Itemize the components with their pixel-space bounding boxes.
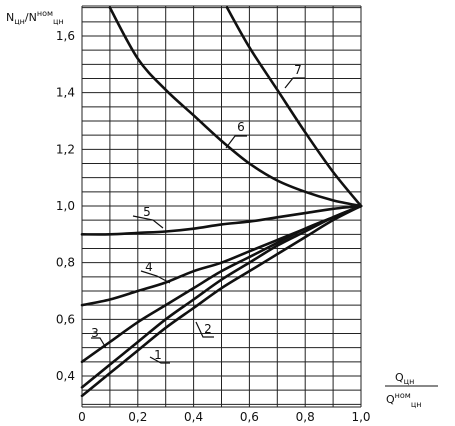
curve-4 xyxy=(80,204,363,307)
grid xyxy=(81,5,362,408)
curve-7-leader xyxy=(284,77,305,89)
curve-5-leader xyxy=(132,215,164,229)
curve-1-leader xyxy=(149,356,170,364)
tick-labels: 0 0,2 0,4 0,6 0,8 1,0 0,4 0,6 0,8 1,0 1,2 1,4 1,6 xyxy=(56,29,371,424)
y-tick-label: 1,2 xyxy=(56,142,75,156)
curve-7 xyxy=(225,6,363,208)
y-axis-title: Nцн/Nномцн xyxy=(6,9,64,26)
y-tick-label: 1,0 xyxy=(56,199,75,213)
curve-4-label: 4 xyxy=(145,260,153,274)
curve-5 xyxy=(80,204,363,236)
y-tick-label: 0,8 xyxy=(56,256,75,270)
y-tick-label: 0,6 xyxy=(56,312,75,326)
y-tick-label: 1,4 xyxy=(56,86,75,100)
curve-label-leaders xyxy=(91,77,305,364)
x-tick-label: 0,6 xyxy=(240,410,259,424)
curve-labels: 1 2 3 4 5 6 7 xyxy=(91,63,302,362)
x-tick-label: 1,0 xyxy=(351,410,370,424)
curve-7-label: 7 xyxy=(294,63,302,77)
curve-1-label: 1 xyxy=(154,348,162,362)
curve-6 xyxy=(108,6,363,208)
curves xyxy=(80,6,363,398)
x-tick-label: 0 xyxy=(78,410,86,424)
curve-6-leader xyxy=(225,135,247,149)
curve-2 xyxy=(80,204,363,389)
svg-text:Qномцн: Qномцн xyxy=(386,391,422,409)
x-tick-label: 0,2 xyxy=(128,410,147,424)
curve-2-leader xyxy=(195,321,214,338)
svg-text:Qцн: Qцн xyxy=(395,371,414,386)
curve-6-label: 6 xyxy=(237,120,245,134)
curve-5-label: 5 xyxy=(143,205,151,219)
y-tick-label: 1,6 xyxy=(56,29,75,43)
y-tick-label: 0,4 xyxy=(56,369,75,383)
curve-1 xyxy=(80,204,363,398)
curve-3-leader xyxy=(91,337,107,349)
curve-4-leader xyxy=(140,270,171,284)
x-tick-label: 0,4 xyxy=(184,410,203,424)
curve-2-label: 2 xyxy=(204,322,212,336)
x-axis-title: Qцн Qномцн xyxy=(385,371,438,409)
curve-3-label: 3 xyxy=(91,326,99,340)
x-tick-label: 0,8 xyxy=(296,410,315,424)
